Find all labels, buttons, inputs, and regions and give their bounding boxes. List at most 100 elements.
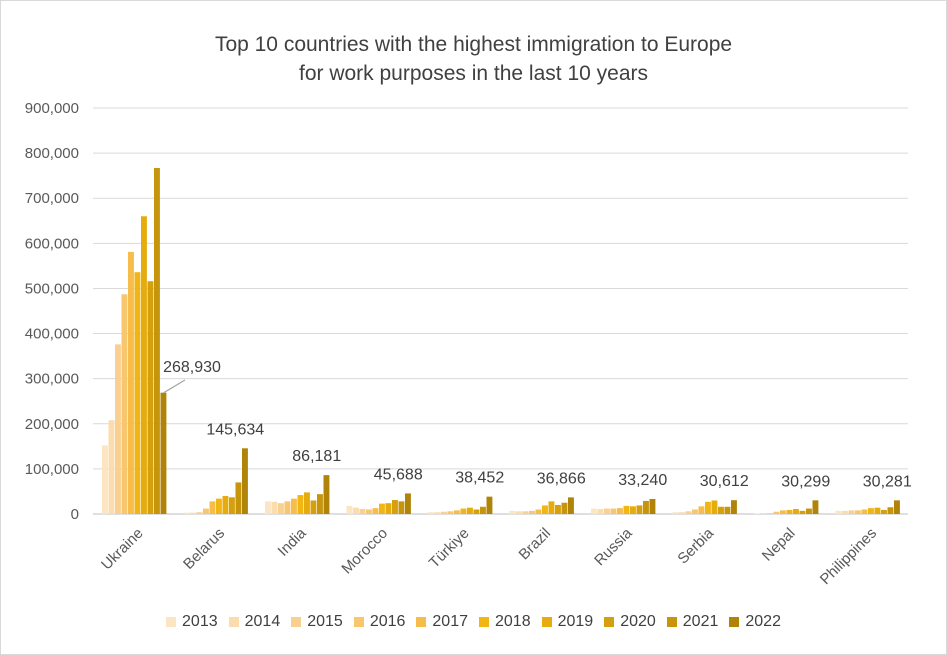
bar-2014	[516, 511, 522, 514]
legend-swatch	[541, 617, 552, 627]
bar-2017	[617, 508, 623, 514]
bar-2020	[555, 504, 561, 514]
y-tick-label: 600,000	[25, 235, 79, 252]
bar-2017	[128, 251, 134, 514]
legend-label: 2017	[432, 613, 468, 630]
bar-2018	[705, 501, 711, 514]
data-label: 268,930	[163, 359, 221, 376]
bar-2021	[317, 494, 323, 514]
y-tick-label: 500,000	[25, 280, 79, 297]
bar-2014	[597, 509, 604, 514]
y-tick-label: 200,000	[25, 416, 79, 433]
bar-2015	[767, 513, 773, 514]
bar-2021	[398, 501, 405, 514]
x-tick-label: Morocco	[338, 525, 391, 578]
bar-2019	[385, 503, 392, 514]
bar-2013	[509, 510, 516, 514]
bar-2019	[711, 500, 718, 514]
bar-2019	[793, 509, 799, 514]
x-tick-label: India	[275, 524, 310, 559]
bar-2014	[190, 512, 196, 514]
bar-2018	[379, 503, 385, 514]
data-label: 33,240	[618, 472, 667, 489]
bar-2015	[278, 503, 284, 514]
bar-2014	[760, 513, 767, 514]
legend-item: 2018	[479, 613, 531, 631]
bar-2017	[372, 508, 379, 514]
bar-2015	[522, 511, 529, 514]
y-tick-label: 700,000	[25, 190, 79, 207]
bar-2022	[894, 500, 900, 514]
bar-2015	[848, 510, 855, 514]
x-tick-label: Brazil	[516, 525, 555, 564]
bar-2021	[154, 167, 160, 514]
bar-2022	[731, 500, 737, 514]
bar-2020	[229, 497, 235, 514]
bar-2013	[835, 510, 842, 514]
data-label: 30,612	[700, 473, 749, 490]
legend-label: 2014	[244, 613, 281, 630]
bar-2019	[304, 492, 310, 514]
bar-2018	[623, 505, 630, 514]
bar-2018	[216, 498, 222, 514]
legend-label: 2020	[620, 613, 656, 630]
data-label-leader-line	[163, 379, 186, 394]
bar-2020	[799, 510, 806, 514]
x-tick-label: Nepal	[759, 525, 799, 565]
bar-2015	[441, 511, 447, 514]
bar-2018	[134, 272, 141, 514]
bar-2015	[604, 508, 610, 514]
bar-2022	[405, 493, 411, 514]
bar-2022	[812, 500, 819, 514]
bar-2014	[434, 512, 441, 514]
bar-2016	[203, 508, 209, 514]
bar-2015	[685, 511, 692, 514]
data-label: 30,299	[781, 473, 830, 490]
x-tick-label: Russia	[591, 524, 636, 569]
x-tick-label: Ukraine	[98, 525, 147, 574]
legend-item: 2016	[353, 613, 406, 631]
y-tick-label: 800,000	[25, 145, 79, 162]
bar-2013	[102, 445, 108, 514]
bar-2013	[183, 512, 190, 514]
legend-swatch	[604, 617, 615, 627]
bar-2019	[548, 501, 555, 514]
bar-2019	[141, 216, 147, 514]
bar-2016	[773, 511, 780, 514]
x-tick-label: Belarus	[180, 525, 228, 573]
bar-2022	[486, 496, 493, 514]
bar-2021	[561, 502, 568, 514]
legend-label: 2019	[557, 613, 594, 630]
data-label: 86,181	[292, 448, 341, 465]
legend-item: 2021	[666, 613, 718, 631]
bar-2020	[473, 509, 480, 514]
bar-2022	[160, 392, 167, 514]
bar-2020	[881, 509, 887, 514]
legend-swatch	[353, 617, 364, 627]
bar-2013	[428, 512, 434, 514]
legend-label: 2016	[369, 613, 406, 630]
x-tick-label: Philippines	[817, 525, 880, 588]
bar-2018	[460, 508, 467, 514]
legend-label: 2013	[182, 613, 218, 630]
bar-2019	[222, 495, 229, 514]
legend-item: 2013	[166, 613, 218, 631]
bar-2016	[610, 508, 617, 514]
bar-2014	[679, 512, 685, 514]
legend-label: 2018	[495, 613, 531, 630]
bar-2019	[630, 506, 636, 514]
legend-swatch	[479, 617, 489, 627]
x-tick-label: Türkiye	[426, 525, 473, 572]
bar-2015	[196, 512, 203, 514]
bar-2013	[346, 505, 353, 514]
data-label: 45,688	[374, 466, 423, 483]
bar-2021	[643, 500, 649, 514]
bar-2022	[649, 499, 656, 514]
bar-2022	[568, 497, 574, 514]
legend-label: 2022	[745, 613, 781, 630]
bar-2013	[265, 501, 271, 514]
bar-2018	[786, 509, 793, 514]
bar-2018	[297, 495, 304, 514]
bar-2021	[724, 506, 731, 514]
